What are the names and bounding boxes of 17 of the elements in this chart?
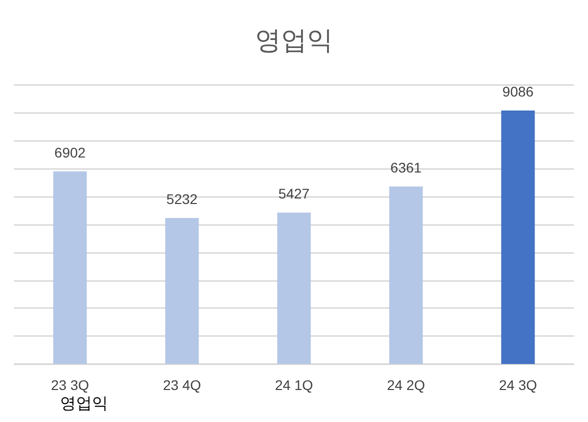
data-label: 5427 — [278, 186, 310, 202]
bar — [501, 110, 535, 364]
bar — [53, 171, 87, 364]
bar — [277, 212, 311, 364]
x-tick-label: 23 4Q — [162, 377, 202, 393]
data-label: 6361 — [390, 160, 422, 176]
bar — [389, 186, 423, 364]
bar — [165, 218, 199, 364]
x-tick-label: 24 3Q — [498, 377, 538, 393]
data-label: 5232 — [166, 191, 198, 208]
chart-title: 영업익 — [255, 25, 333, 55]
x-tick-label: 23 3Q — [50, 377, 90, 393]
data-label: 6902 — [54, 144, 86, 160]
data-label: 9086 — [502, 84, 534, 100]
text: 영업익 — [60, 396, 108, 412]
x-tick-label: 24 1Q — [274, 377, 314, 393]
x-tick-label: 24 2Q — [386, 377, 426, 393]
